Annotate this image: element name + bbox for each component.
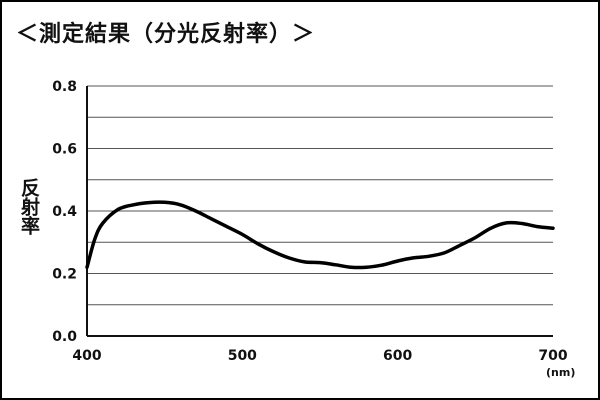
y-axis-label: 反射率 bbox=[18, 178, 40, 235]
series-group bbox=[85, 200, 555, 270]
y-tick-label: 0.2 bbox=[52, 267, 77, 283]
grid-lines bbox=[87, 85, 553, 337]
x-tick-label: 700 bbox=[538, 348, 567, 364]
y-tick-label: 0.4 bbox=[52, 204, 77, 220]
y-tick-labels: 0.0 0.2 0.4 0.6 0.8 bbox=[52, 79, 77, 345]
x-axis-unit-label: (nm) bbox=[546, 366, 575, 379]
series-line-reflectance bbox=[85, 200, 555, 270]
x-tick-label: 600 bbox=[383, 348, 412, 364]
x-tick-label: 400 bbox=[72, 348, 101, 364]
x-tick-labels: 400 500 600 700 bbox=[72, 348, 567, 364]
y-tick-label: 0.0 bbox=[52, 329, 77, 345]
y-tick-label: 0.8 bbox=[52, 79, 77, 95]
y-tick-label: 0.6 bbox=[52, 142, 77, 158]
axes bbox=[86, 86, 553, 337]
x-tick-label: 500 bbox=[228, 348, 257, 364]
chart-title: ＜測定結果（分光反射率）＞ bbox=[16, 22, 316, 47]
